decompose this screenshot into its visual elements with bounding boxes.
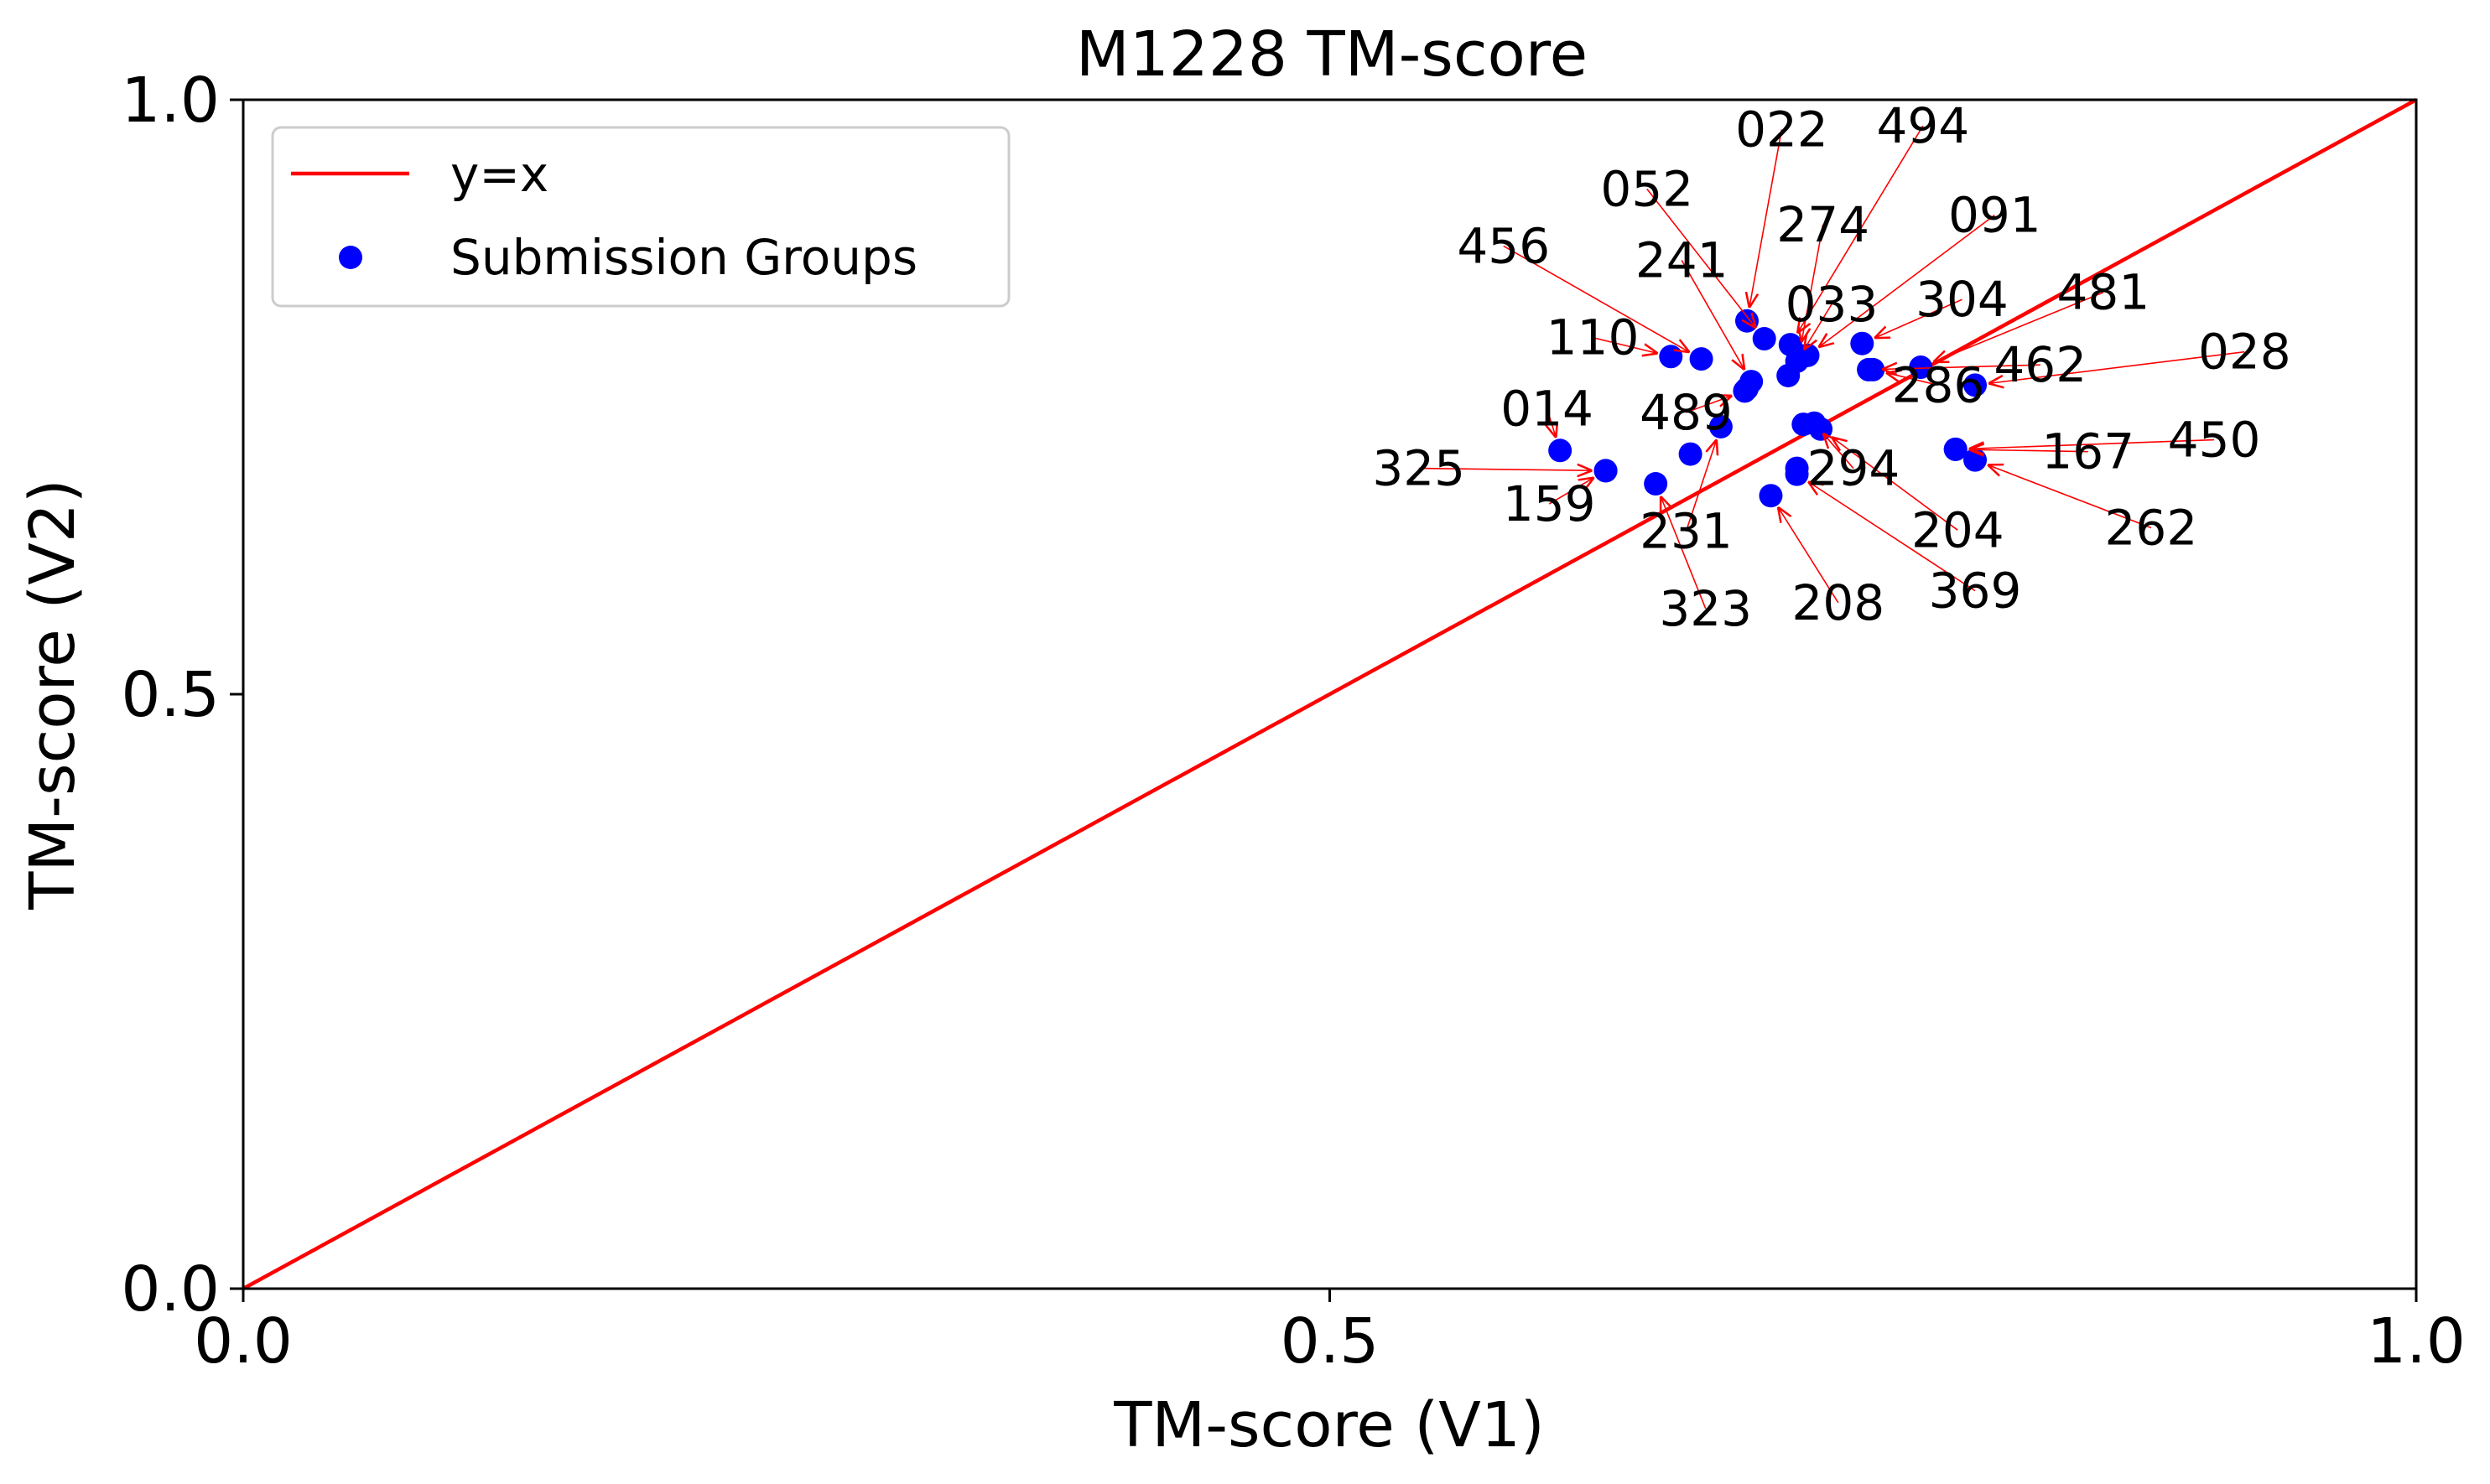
reference-line-y-equals-x [242,98,2418,1290]
data-point [1909,355,1933,380]
data-point [1734,309,1759,333]
annotation-arrow [1933,291,2104,362]
point-label: 494 [1876,97,1969,154]
annotation-arrow [1592,336,1658,354]
point-label: 167 [2041,423,2134,480]
point-label: 294 [1807,440,1900,497]
annotation-arrow [1661,496,1707,610]
point-label: 489 [1640,384,1733,441]
point-label: 304 [1916,271,2009,328]
annotation-arrow [1801,224,1824,342]
data-point [1850,331,1874,355]
point-label: 208 [1791,574,1884,631]
annotation-arrow [1882,365,2040,369]
point-label: 028 [2198,324,2291,381]
legend-box [271,126,1011,308]
point-label: 325 [1372,440,1465,497]
y-tick-label: 1.0 [121,65,220,137]
data-point [1708,414,1733,438]
x-tick-label: 0.5 [1281,1305,1380,1378]
x-tick-label: 1.0 [2367,1305,2466,1378]
annotation-arrow [1808,481,1976,592]
annotation-arrow [1749,129,1783,308]
legend-dot-swatch [339,246,362,269]
data-point [1689,347,1713,371]
point-label: 274 [1776,196,1869,253]
point-label: 241 [1635,231,1728,288]
point-label: 033 [1786,276,1879,333]
point-label: 481 [2057,264,2150,321]
annotation-arrow [1832,437,1958,531]
point-label: 450 [2168,412,2261,469]
data-point [1759,484,1783,508]
annotation-arrow [1988,464,2152,529]
annotation-arrow [1797,125,1924,333]
data-point [1678,442,1702,466]
data-point [1943,437,1968,461]
annotation-arrow [1685,439,1716,532]
annotation-arrow [1988,350,2245,384]
point-label: 204 [1911,501,2004,558]
annotation-arrow [1818,214,1995,348]
legend-label-points: Submission Groups [450,229,918,286]
point-label: 456 [1457,217,1550,274]
data-point [1548,438,1572,463]
y-axis: 0.0 0.5 1.0 TM-score (V2) [17,65,243,1326]
annotation-arrow [1969,438,2215,449]
data-point [1857,357,1881,381]
chart-title: M1228 TM-score [1076,18,1588,91]
point-label: 110 [1547,309,1640,366]
annotation-arrow [1503,245,1690,352]
point-label: 159 [1503,475,1596,532]
annotation-arrow [1681,260,1744,370]
annotation-arrow [1418,469,1593,471]
data-point [1963,373,1988,397]
point-label: 091 [1948,187,2041,244]
point-label: 323 [1659,580,1752,637]
point-label: 262 [2105,499,2198,556]
data-point [1734,376,1759,401]
annotation-arrow [1874,298,1962,338]
y-axis-label: TM-score (V2) [17,479,89,911]
data-point [1593,459,1618,483]
point-label: 369 [1929,563,2022,620]
y-tick-label: 0.5 [121,659,220,731]
annotation-arrow [1547,408,1557,438]
data-point [1963,448,1988,472]
data-point [1785,456,1809,480]
data-point [1791,413,1816,437]
legend-label-line: y=x [450,146,548,203]
data-point [1644,472,1668,496]
point-label: 022 [1735,101,1828,158]
data-point [1659,345,1683,369]
y-tick-label: 0.0 [121,1253,220,1326]
x-axis-label: TM-score (V1) [1113,1389,1545,1461]
point-label: 052 [1600,160,1693,217]
annotation-arrow [1778,507,1839,604]
point-label: 286 [1892,356,1985,413]
x-tick-label: 0.0 [194,1305,293,1378]
annotation-arrow [1804,304,1832,350]
annotation-arrow [1548,478,1594,505]
point-label: 231 [1640,503,1733,560]
annotation-arrow [1646,188,1756,328]
legend: y=x Submission Groups [271,126,1011,308]
annotation-arrow [1969,449,2088,452]
plot-area: 022 494 052 274 091 456 241 033 304 481 110 286 462 0… [242,97,2418,1290]
data-point [1776,363,1801,387]
annotation-arrow [1686,396,1732,413]
point-label: 014 [1500,381,1593,438]
point-label: 462 [1994,336,2087,393]
x-axis: 0.0 0.5 1.0 TM-score (V1) [194,1289,2466,1461]
data-point [1752,327,1776,351]
